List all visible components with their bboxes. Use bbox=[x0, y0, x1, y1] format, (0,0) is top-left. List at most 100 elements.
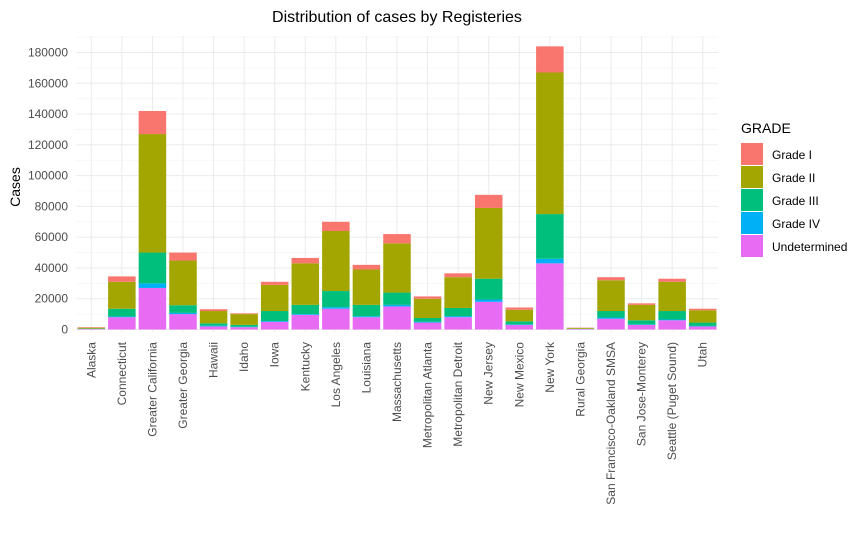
bar-segment bbox=[506, 321, 534, 324]
bar-segment bbox=[322, 222, 350, 231]
bar-segment bbox=[475, 299, 503, 301]
bar-segment bbox=[292, 263, 320, 305]
bar-segment bbox=[383, 305, 411, 307]
bar-segment bbox=[169, 261, 197, 306]
bar-segment bbox=[628, 325, 656, 330]
bar-segment bbox=[322, 291, 350, 307]
bar-segment bbox=[169, 253, 197, 261]
x-tick-label: San Francisco-Oakland SMSA bbox=[604, 342, 618, 505]
y-tick-label: 180000 bbox=[28, 46, 68, 60]
bar-segment bbox=[261, 285, 289, 311]
x-tick-label: Metropolitan Detroit bbox=[451, 341, 465, 446]
bar-segment bbox=[567, 328, 595, 329]
legend-key bbox=[741, 166, 763, 188]
bar-segment bbox=[261, 322, 289, 330]
bar-segment bbox=[414, 318, 442, 322]
y-tick-label: 60000 bbox=[35, 230, 69, 244]
x-tick-label: Connecticut bbox=[115, 341, 129, 405]
x-tick-label: Hawaii bbox=[207, 342, 221, 378]
bar-segment bbox=[689, 310, 717, 322]
bar-segment bbox=[230, 327, 258, 329]
bar-segment bbox=[475, 195, 503, 208]
legend-label: Grade III bbox=[772, 194, 819, 208]
x-tick-label: Iowa bbox=[268, 342, 282, 368]
bar-segment bbox=[383, 306, 411, 329]
bar-segment bbox=[169, 314, 197, 329]
bar-segment bbox=[414, 299, 442, 318]
bar-segment bbox=[689, 326, 717, 329]
y-tick-label: 40000 bbox=[35, 261, 69, 275]
bar-segment bbox=[322, 231, 350, 291]
bar-segment bbox=[139, 288, 167, 330]
legend-key bbox=[741, 143, 763, 165]
bar-segment bbox=[597, 277, 625, 280]
bar-segment bbox=[322, 307, 350, 309]
legend-key bbox=[741, 235, 763, 257]
bar-segment bbox=[475, 279, 503, 300]
bar-segment bbox=[658, 279, 686, 282]
bar-segment bbox=[200, 326, 228, 329]
y-tick-label: 100000 bbox=[28, 169, 68, 183]
legend-label: Undetermined bbox=[772, 240, 847, 254]
bar-segment bbox=[658, 311, 686, 319]
bar-segment bbox=[444, 308, 472, 316]
legend-label: Grade IV bbox=[772, 217, 820, 231]
bar-segment bbox=[506, 325, 534, 330]
x-tick-label: Idaho bbox=[237, 342, 251, 372]
y-tick-label: 120000 bbox=[28, 138, 68, 152]
bar-segment bbox=[658, 320, 686, 329]
bar-segment bbox=[475, 208, 503, 279]
bar-segment bbox=[597, 280, 625, 311]
bar-segment bbox=[169, 305, 197, 313]
legend: GRADE Grade I Grade II Grade III Grade IV Un… bbox=[741, 120, 847, 257]
bar-segment bbox=[414, 323, 442, 330]
bar-segment bbox=[139, 283, 167, 288]
y-tick-label: 80000 bbox=[35, 199, 69, 213]
x-tick-label: Los Angeles bbox=[329, 342, 343, 407]
bar-segment bbox=[353, 265, 381, 270]
bar-segment bbox=[322, 309, 350, 330]
bar-segment bbox=[658, 282, 686, 311]
y-tick-label: 140000 bbox=[28, 107, 68, 121]
x-tick-label: Massachusetts bbox=[390, 342, 404, 422]
x-tick-label: Greater Georgia bbox=[176, 342, 190, 429]
x-tick-label: Utah bbox=[696, 342, 710, 367]
bar-segment bbox=[506, 310, 534, 322]
bar-segment bbox=[383, 293, 411, 305]
bar-segment bbox=[353, 305, 381, 316]
y-axis-label: Cases bbox=[7, 167, 23, 207]
bar-segment bbox=[169, 313, 197, 314]
bar-segment bbox=[108, 309, 136, 317]
legend-key bbox=[741, 189, 763, 211]
bar-segment bbox=[444, 277, 472, 308]
bar-segment bbox=[200, 323, 228, 325]
bar-segment bbox=[628, 305, 656, 320]
chart-title: Distribution of cases by Registeries bbox=[272, 9, 522, 26]
x-tick-label: New Mexico bbox=[512, 342, 526, 408]
bar-segment bbox=[658, 319, 686, 320]
bar-segment bbox=[139, 111, 167, 134]
bar-segment bbox=[414, 296, 442, 298]
bar-segment bbox=[200, 311, 228, 323]
legend-label: Grade II bbox=[772, 171, 815, 185]
bar-segment bbox=[444, 273, 472, 277]
bar-segment bbox=[597, 319, 625, 330]
x-tick-label: Kentucky bbox=[298, 342, 312, 391]
bar-segment bbox=[292, 314, 320, 315]
bar-segment bbox=[689, 323, 717, 326]
bar-segment bbox=[292, 315, 320, 330]
bar-segment bbox=[414, 322, 442, 323]
x-tick-label: Rural Georgia bbox=[573, 342, 587, 417]
bar-segment bbox=[383, 243, 411, 292]
x-tick-label: New Jersey bbox=[482, 342, 496, 405]
bar-segment bbox=[597, 317, 625, 318]
bar-segment bbox=[444, 316, 472, 317]
legend-title: GRADE bbox=[741, 120, 791, 136]
legend-label: Grade I bbox=[772, 148, 812, 162]
bar-segment bbox=[261, 311, 289, 321]
bar-segment bbox=[536, 214, 564, 259]
y-tick-label: 160000 bbox=[28, 76, 68, 90]
bar-segment bbox=[506, 307, 534, 309]
